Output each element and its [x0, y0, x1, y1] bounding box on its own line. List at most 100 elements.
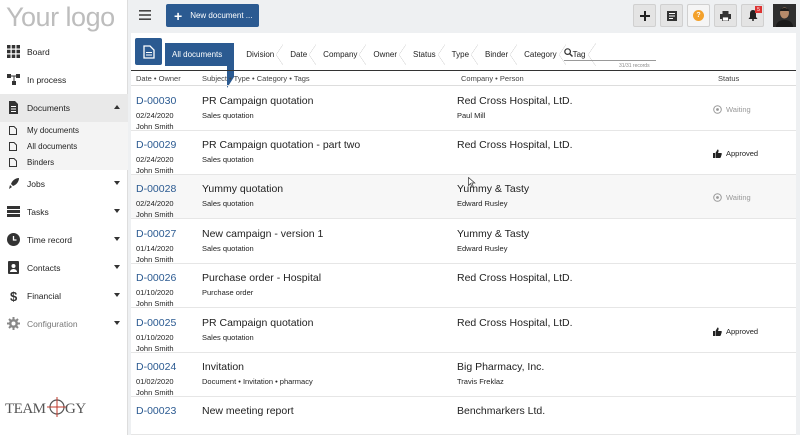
filter-division[interactable]: Division — [234, 43, 285, 66]
subnav-item-binders[interactable]: Binders — [0, 154, 128, 170]
filter-date[interactable]: Date — [283, 43, 318, 66]
document-id[interactable]: D-00030 — [136, 95, 177, 107]
app-logo: Your logo — [6, 2, 115, 32]
help-button[interactable]: ? — [687, 4, 710, 27]
document-tags: Sales quotation — [202, 155, 254, 164]
document-id[interactable]: D-00028 — [136, 183, 177, 195]
document-date: 01/10/2020 — [136, 333, 174, 342]
document-subject: PR Campaign quotation — [202, 317, 314, 329]
header-subject[interactable]: Subject • Type • Category • Tags — [202, 74, 310, 83]
filter-type[interactable]: Type — [444, 43, 480, 66]
notes-button[interactable] — [660, 4, 683, 27]
subnav-item-all-documents[interactable]: All documents — [0, 138, 128, 154]
document-company: Red Cross Hospital, LtD. — [457, 272, 573, 284]
sidebar-item-contacts[interactable]: Contacts — [0, 254, 128, 282]
document-icon — [9, 158, 17, 167]
table-row[interactable]: D-00027 01/14/2020 John Smith New campai… — [131, 220, 796, 264]
subnav-item-label: Binders — [27, 157, 55, 167]
chevron-down-icon — [114, 181, 120, 185]
document-icon — [9, 142, 17, 151]
header-company[interactable]: Company • Person — [461, 74, 524, 83]
document-person: Edward Rusley — [457, 244, 508, 253]
filter-status[interactable]: Status — [405, 43, 446, 66]
table-row[interactable]: D-00028 02/24/2020 John Smith Yummy quot… — [131, 175, 796, 219]
gear-icon — [7, 317, 20, 330]
avatar[interactable] — [773, 4, 796, 27]
document-company: Yummy & Tasty — [457, 183, 530, 195]
filter-all-documents[interactable]: All documents — [165, 43, 235, 88]
document-id[interactable]: D-00026 — [136, 272, 177, 284]
sidebar-item-documents[interactable]: Documents — [0, 94, 128, 122]
sidebar-item-tasks[interactable]: Tasks — [0, 198, 128, 226]
document-person: Edward Rusley — [457, 199, 508, 208]
thumbs-up-icon — [713, 149, 722, 158]
header-status[interactable]: Status — [718, 74, 740, 83]
document-date: 01/02/2020 — [136, 377, 174, 386]
table-row[interactable]: D-00026 01/10/2020 John Smith Purchase o… — [131, 264, 796, 308]
sidebar-item-label: Configuration — [27, 319, 78, 329]
help-icon: ? — [693, 10, 704, 21]
sidebar-item-label: Board — [27, 47, 50, 57]
top-actions: ? 5 — [633, 4, 764, 27]
dollar-icon: $ — [10, 289, 18, 302]
svg-text:GY: GY — [65, 401, 86, 417]
status-label: Waiting — [726, 193, 751, 202]
plus-icon: + — [174, 7, 183, 24]
status-badge: Approved — [713, 149, 758, 158]
tasks-icon — [7, 206, 20, 217]
filter-binder[interactable]: Binder — [478, 43, 519, 66]
header-date-owner[interactable]: Date • Owner — [136, 74, 181, 83]
teamogy-logo: TEAM GY — [5, 397, 87, 417]
document-id[interactable]: D-00025 — [136, 317, 177, 329]
document-subject: PR Campaign quotation — [202, 95, 314, 107]
document-owner: John Smith — [136, 166, 174, 175]
document-owner: John Smith — [136, 122, 174, 131]
notifications-button[interactable]: 5 — [741, 4, 764, 27]
search-input[interactable] — [578, 47, 654, 60]
sidebar-item-in-process[interactable]: In process — [0, 66, 128, 94]
printer-icon — [720, 10, 731, 21]
sidebar-item-board[interactable]: Board — [0, 38, 128, 66]
table-header: Date • Owner Subject • Type • Category •… — [131, 70, 796, 86]
document-id[interactable]: D-00024 — [136, 361, 177, 373]
document-icon — [9, 101, 18, 114]
document-subject: Purchase order - Hospital — [202, 272, 322, 284]
document-company: Red Cross Hospital, LtD. — [457, 317, 573, 329]
filter-company[interactable]: Company — [316, 43, 368, 66]
document-id[interactable]: D-00029 — [136, 139, 177, 151]
filter-category[interactable]: Category — [517, 43, 568, 66]
status-badge: Approved — [713, 327, 758, 336]
subnav-item-my-documents[interactable]: My documents — [0, 122, 128, 138]
document-subject: New campaign - version 1 — [202, 228, 324, 240]
table-row[interactable]: D-00025 01/10/2020 John Smith PR Campaig… — [131, 309, 796, 353]
document-icon — [9, 126, 17, 135]
document-tags: Sales quotation — [202, 199, 254, 208]
chevron-down-icon — [114, 293, 120, 297]
sidebar-item-configuration[interactable]: Configuration — [0, 310, 128, 338]
add-button[interactable] — [633, 4, 656, 27]
document-subject: Invitation — [202, 361, 245, 373]
sidebar-item-financial[interactable]: $ Financial — [0, 282, 128, 310]
notification-badge: 5 — [755, 6, 762, 13]
clock-icon — [713, 105, 722, 114]
filter-owner[interactable]: Owner — [366, 43, 407, 66]
document-id[interactable]: D-00027 — [136, 228, 177, 240]
status-label: Approved — [726, 327, 759, 336]
document-owner: John Smith — [136, 344, 174, 353]
document-date: 02/24/2020 — [136, 155, 174, 164]
table-row[interactable]: D-00024 01/02/2020 John Smith Invitation… — [131, 353, 796, 397]
document-id[interactable]: D-00023 — [136, 405, 177, 417]
table-row[interactable]: D-00023 New meeting report Benchmarkers … — [131, 397, 796, 435]
subnav-item-label: All documents — [27, 141, 78, 151]
menu-icon[interactable] — [139, 10, 151, 20]
filter-bar: All documents Division Date Company Owne… — [131, 33, 796, 88]
table-row[interactable]: D-00030 02/24/2020 John Smith PR Campaig… — [131, 87, 796, 131]
sidebar-item-jobs[interactable]: Jobs — [0, 170, 128, 198]
sidebar-item-label: In process — [27, 75, 67, 85]
document-company: Big Pharmacy, Inc. — [457, 361, 545, 373]
new-document-button[interactable]: + New document ... — [166, 4, 259, 27]
sidebar-item-time-record[interactable]: Time record — [0, 226, 128, 254]
document-tags: Sales quotation — [202, 244, 254, 253]
table-row[interactable]: D-00029 02/24/2020 John Smith PR Campaig… — [131, 131, 796, 175]
print-button[interactable] — [714, 4, 737, 27]
